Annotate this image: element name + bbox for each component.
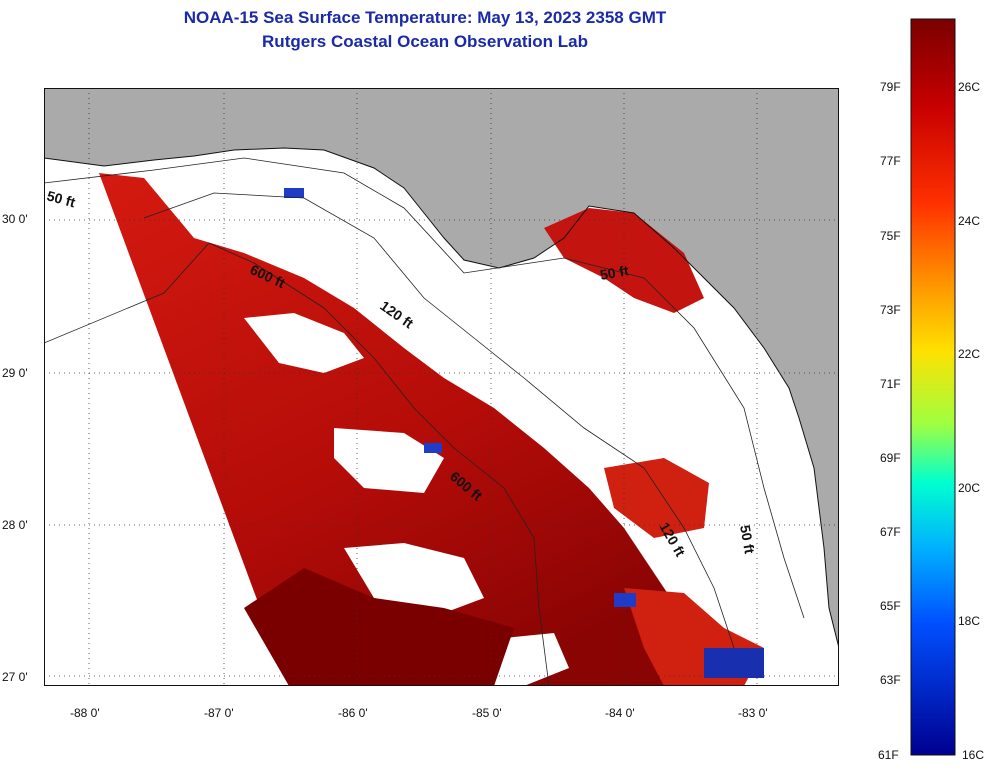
x-tick: -88 0' <box>70 706 100 720</box>
x-tick: -87 0' <box>204 706 234 720</box>
warm-swath <box>99 173 744 686</box>
x-tick: -86 0' <box>338 706 368 720</box>
y-tick: 27 0' <box>2 670 28 684</box>
cool-spot <box>284 188 304 198</box>
contour-label: 50 ft <box>45 187 77 210</box>
cloud-patch <box>344 543 484 613</box>
warm-core <box>244 568 514 686</box>
colorbar-f-label: 77F <box>880 154 901 168</box>
contour-label: 50 ft <box>737 524 758 555</box>
colorbar-f-label: 75F <box>880 229 901 243</box>
contour-120ft <box>143 192 735 649</box>
colorbar-c-label: 20C <box>958 481 981 495</box>
warm-patch-south <box>604 458 709 538</box>
colorbar <box>910 18 956 756</box>
map-subtitle: Rutgers Coastal Ocean Observation Lab <box>262 32 588 51</box>
colorbar-f-label: 63F <box>880 673 901 687</box>
x-tick: -84 0' <box>605 706 635 720</box>
colorbar-f-label: 71F <box>880 377 901 391</box>
coastline <box>44 147 839 649</box>
x-tick: -83 0' <box>738 706 768 720</box>
cool-spot <box>704 648 764 678</box>
colorbar-c-label: 16C <box>962 748 985 762</box>
colorbar-f-label: 73F <box>880 303 901 317</box>
colorbar-f-label: 65F <box>880 599 901 613</box>
y-tick: 28 0' <box>2 518 28 532</box>
colorbar-c-label: 24C <box>958 214 981 228</box>
y-tick: 30 0' <box>2 212 28 226</box>
colorbar-f-label: 69F <box>880 451 901 465</box>
warm-patch-north <box>544 208 704 313</box>
colorbar-f-label: 61F <box>878 748 899 762</box>
contour-50ft <box>44 157 805 619</box>
colorbar-f-label: 67F <box>880 525 901 539</box>
colorbar-f-label: 79F <box>880 80 901 94</box>
map-title: NOAA-15 Sea Surface Temperature: May 13,… <box>183 8 667 27</box>
map-frame <box>44 88 839 686</box>
colorbar-c-label: 22C <box>958 347 981 361</box>
cloud-patch <box>244 313 364 373</box>
cloud-patch <box>334 428 444 493</box>
cool-spot <box>614 593 636 607</box>
contour-label: 50 ft <box>599 262 630 283</box>
sst-map: 50 ft 600 ft 120 ft 600 ft 50 ft 120 ft … <box>44 88 839 686</box>
colorbar-c-label: 26C <box>958 80 981 94</box>
y-tick: 29 0' <box>2 366 28 380</box>
x-tick: -85 0' <box>472 706 502 720</box>
contour-600ft <box>44 242 550 686</box>
cool-spot <box>424 443 442 453</box>
cloud-patch <box>494 633 569 686</box>
colorbar-c-label: 18C <box>958 614 981 628</box>
